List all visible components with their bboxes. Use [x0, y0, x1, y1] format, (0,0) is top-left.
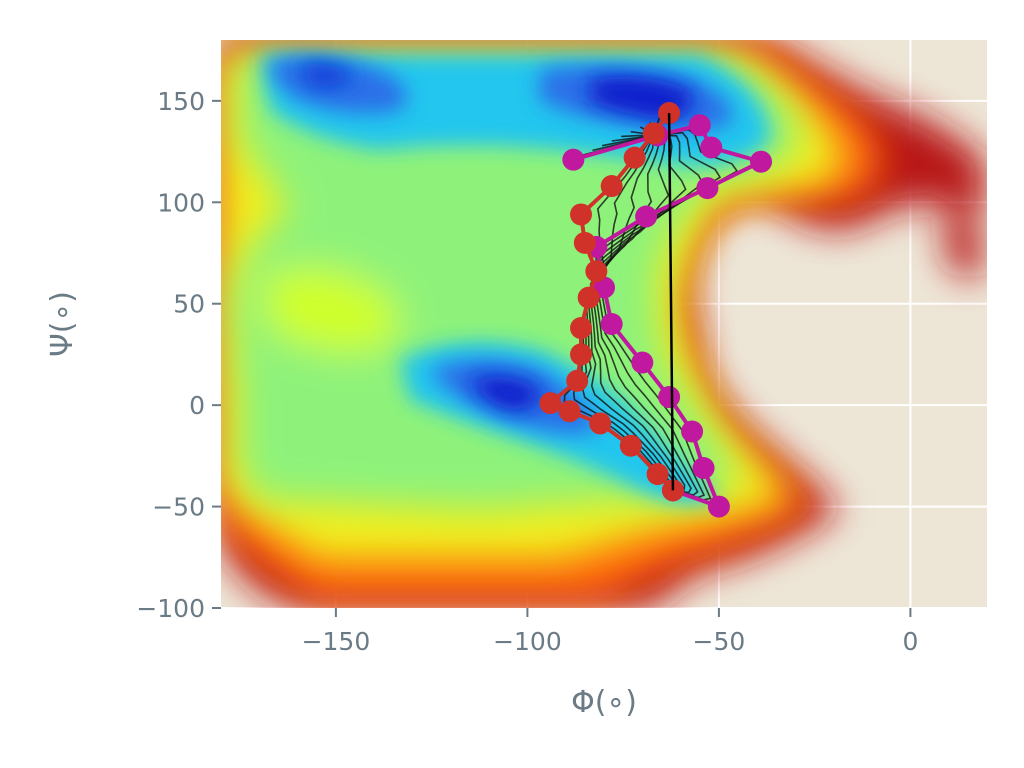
axes: −150 −100 −50 0 −100 −50 0 50 100 150: [136, 87, 918, 656]
y-tick-label: 150: [157, 87, 205, 116]
series-0-point: [681, 420, 704, 443]
series-1-point: [577, 286, 600, 309]
x-axis-label: Φ(∘): [571, 685, 637, 720]
series-1-point: [539, 392, 562, 415]
series-0-point: [750, 150, 773, 173]
y-tick-label: 50: [173, 290, 205, 319]
series-1-point: [589, 412, 612, 435]
series-0-point: [692, 457, 715, 480]
x-tick-label: 0: [902, 627, 918, 656]
series-1-point: [642, 122, 665, 145]
y-axis-label: Ψ(∘): [45, 291, 80, 357]
y-tick-label: 100: [157, 188, 205, 217]
series: [539, 102, 773, 518]
series-1-point: [570, 203, 593, 226]
series-1-point: [646, 463, 669, 486]
series-1-point: [623, 146, 646, 169]
endpoint-link: [667, 113, 675, 491]
series-0-point: [562, 148, 585, 171]
series-0-point: [635, 205, 658, 228]
y-tick-label: −100: [136, 594, 205, 623]
x-tick-label: −100: [493, 627, 562, 656]
series-1-point: [573, 231, 596, 254]
series-1-point: [619, 434, 642, 457]
y-tick-label: 0: [189, 391, 205, 420]
series-0-point: [688, 114, 711, 137]
y-tick-label: −50: [152, 493, 205, 522]
series-0-point: [631, 351, 654, 374]
series-1-point: [600, 175, 623, 198]
series-0-point: [658, 386, 681, 409]
series-0-point: [700, 136, 723, 159]
series-0-point: [600, 313, 623, 335]
series-1-point: [558, 400, 581, 423]
x-tick-label: −150: [302, 627, 371, 656]
series-1-point: [570, 343, 593, 366]
x-tick-label: −50: [693, 627, 746, 656]
series-1-point: [566, 369, 589, 392]
series-1-point: [585, 260, 608, 283]
series-0-point: [696, 177, 719, 200]
series-1-point: [570, 317, 593, 340]
series-0-point: [707, 495, 730, 518]
